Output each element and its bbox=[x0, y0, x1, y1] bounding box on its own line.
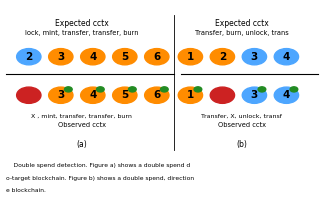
Text: 1: 1 bbox=[187, 90, 194, 100]
Text: 5: 5 bbox=[121, 90, 128, 100]
Text: 3: 3 bbox=[251, 90, 258, 100]
Circle shape bbox=[242, 49, 267, 65]
Text: lock, mint, transfer, transfer, burn: lock, mint, transfer, transfer, burn bbox=[25, 30, 138, 36]
Circle shape bbox=[113, 49, 137, 65]
Text: Transfer, X, unlock, transf: Transfer, X, unlock, transf bbox=[201, 113, 282, 119]
Circle shape bbox=[81, 87, 105, 103]
Circle shape bbox=[290, 87, 298, 92]
Text: Double spend detection. Figure a) shows a double spend d: Double spend detection. Figure a) shows … bbox=[6, 163, 191, 168]
Text: 4: 4 bbox=[89, 90, 97, 100]
Text: e blockchain.: e blockchain. bbox=[6, 188, 46, 193]
Circle shape bbox=[97, 87, 104, 92]
Text: (b): (b) bbox=[236, 140, 247, 149]
Text: 4: 4 bbox=[283, 90, 290, 100]
Text: 4: 4 bbox=[283, 52, 290, 62]
Circle shape bbox=[274, 49, 299, 65]
Text: 3: 3 bbox=[57, 52, 64, 62]
Circle shape bbox=[178, 49, 203, 65]
Text: Transfer, burn, unlock, trans: Transfer, burn, unlock, trans bbox=[195, 30, 288, 36]
Circle shape bbox=[145, 49, 169, 65]
Circle shape bbox=[129, 87, 136, 92]
Text: 1: 1 bbox=[187, 52, 194, 62]
Circle shape bbox=[242, 87, 267, 103]
Text: 3: 3 bbox=[251, 52, 258, 62]
Text: Observed cctx: Observed cctx bbox=[58, 122, 106, 128]
Circle shape bbox=[161, 87, 168, 92]
Circle shape bbox=[210, 87, 235, 103]
Circle shape bbox=[194, 87, 202, 92]
Text: Expected cctx: Expected cctx bbox=[55, 19, 108, 28]
Text: 2: 2 bbox=[25, 52, 32, 62]
Text: 5: 5 bbox=[121, 52, 128, 62]
Text: o-target blockchain. Figure b) shows a double spend, direction: o-target blockchain. Figure b) shows a d… bbox=[6, 175, 195, 181]
Circle shape bbox=[17, 87, 41, 103]
Circle shape bbox=[49, 49, 73, 65]
Circle shape bbox=[81, 49, 105, 65]
Text: 6: 6 bbox=[153, 90, 160, 100]
Circle shape bbox=[65, 87, 72, 92]
Text: Observed cctx: Observed cctx bbox=[218, 122, 266, 128]
Text: X , mint, transfer, transfer, burn: X , mint, transfer, transfer, burn bbox=[31, 113, 132, 119]
Circle shape bbox=[178, 87, 203, 103]
Circle shape bbox=[145, 87, 169, 103]
Circle shape bbox=[210, 49, 235, 65]
Text: 2: 2 bbox=[219, 52, 226, 62]
Text: (a): (a) bbox=[76, 140, 87, 149]
Text: 6: 6 bbox=[153, 52, 160, 62]
Text: Expected cctx: Expected cctx bbox=[215, 19, 268, 28]
Circle shape bbox=[258, 87, 266, 92]
Circle shape bbox=[113, 87, 137, 103]
Text: 4: 4 bbox=[89, 52, 97, 62]
Circle shape bbox=[17, 49, 41, 65]
Circle shape bbox=[274, 87, 299, 103]
Circle shape bbox=[49, 87, 73, 103]
Text: 3: 3 bbox=[57, 90, 64, 100]
